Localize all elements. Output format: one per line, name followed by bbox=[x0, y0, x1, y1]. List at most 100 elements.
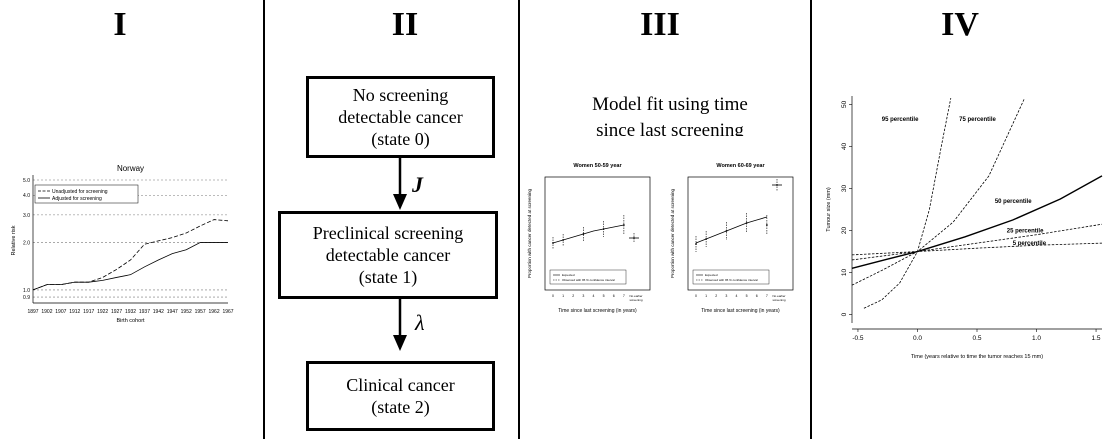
chart4-ytick: 40 bbox=[841, 142, 848, 150]
chart4-ytick: 30 bbox=[841, 184, 848, 192]
chart3-xlabel: Time since last screening (in years) bbox=[558, 308, 637, 314]
state0-line2: detectable cancer bbox=[338, 107, 463, 127]
chart1-ytick: 3.0 bbox=[23, 213, 30, 219]
chart3-xtick: 2 bbox=[715, 294, 717, 298]
chart3-xlabel: Time since last screening (in years) bbox=[701, 308, 780, 314]
chart3-observed-point bbox=[695, 243, 697, 245]
chart1-xtick: 1902 bbox=[41, 309, 52, 315]
rate-j-label: J bbox=[412, 172, 423, 197]
chart4-curve-label: 25 percentile bbox=[1007, 229, 1044, 235]
divider-3 bbox=[810, 0, 812, 439]
chart4-series-line bbox=[851, 242, 1103, 256]
chart1-xtick: 1917 bbox=[83, 309, 94, 315]
chart3-subplot-title: Women 60-69 year bbox=[716, 163, 765, 169]
chart4-ytick: 0 bbox=[841, 312, 848, 316]
chart3-xtick-extra: No earlier bbox=[772, 294, 785, 298]
chart1-xtick: 1967 bbox=[222, 309, 233, 315]
chart1-xtick: 1962 bbox=[209, 309, 220, 315]
panel3-heading-line1: Model fit using time bbox=[592, 94, 748, 115]
chart3-xtick: 4 bbox=[593, 294, 595, 298]
chart4-ylabel: Tumour size (mm) bbox=[826, 187, 832, 232]
chart3-xtick: 6 bbox=[613, 294, 615, 298]
chart3-ylabel: Proportion with cancer detected at scree… bbox=[670, 188, 675, 278]
chart4-xtick: 0.5 bbox=[972, 335, 981, 342]
chart4-ytick: 20 bbox=[841, 227, 848, 235]
chart1-legend-box bbox=[34, 184, 139, 204]
chart1-ytick: 0.9 bbox=[23, 295, 30, 301]
chart3-xtick: 0 bbox=[695, 294, 697, 298]
chart1-ytick: 5.0 bbox=[23, 178, 30, 184]
chart1-ytick: 1.0 bbox=[23, 288, 30, 294]
state2-box: Clinical cancer (state 2) bbox=[306, 361, 495, 431]
chart3-xtick: 0 bbox=[552, 294, 554, 298]
chart3-observed-point bbox=[602, 228, 605, 230]
chart1-xtick: 1922 bbox=[97, 309, 108, 315]
chart3-observed-point bbox=[725, 230, 728, 232]
chart1-xtick: 1947 bbox=[167, 309, 178, 315]
chart3-xtick-extra: No earlier bbox=[629, 294, 642, 298]
state2-line2: (state 2) bbox=[371, 397, 430, 417]
arrow-state0-to-1 bbox=[393, 158, 407, 210]
chart3-legend-label: Expected bbox=[562, 273, 575, 277]
chart4-series-line bbox=[863, 98, 952, 309]
chart3-xtick: 7 bbox=[623, 294, 625, 298]
chart1-xtick: 1952 bbox=[181, 309, 192, 315]
chart3-xtick: 1 bbox=[562, 294, 564, 298]
rate-lambda-label: λ bbox=[415, 310, 425, 335]
chart3-subplot-title: Women 50-59 year bbox=[573, 163, 622, 169]
chart1-legend-label: Unadjusted for screening bbox=[52, 189, 108, 195]
chart4-xtick: 0.0 bbox=[913, 335, 922, 342]
chart3-xtick: 5 bbox=[603, 294, 605, 298]
chart1-ytick: 2.0 bbox=[23, 241, 30, 247]
state1-line1: Preclinical screening bbox=[312, 223, 464, 243]
chart3-xtick: 2 bbox=[572, 294, 574, 298]
chart1-xtick: 1907 bbox=[55, 309, 66, 315]
chart3-expected-line bbox=[552, 224, 624, 244]
chart4-curve-label: 5 percentile bbox=[1013, 241, 1047, 247]
chart3-observed-point bbox=[705, 238, 708, 240]
chart1-xtick: 1912 bbox=[69, 309, 80, 315]
state1-line2: detectable cancer bbox=[325, 245, 451, 265]
chart4-series-line bbox=[851, 223, 1103, 261]
panel-title-2: II bbox=[391, 6, 419, 43]
chart1-xtick: 1942 bbox=[153, 309, 164, 315]
chart3-xtick: 5 bbox=[746, 294, 748, 298]
chart1-ylabel: Relative risk bbox=[11, 225, 17, 255]
chart3-legend-box bbox=[692, 269, 770, 285]
chart4-xlabel: Time (years relative to time the tumor r… bbox=[911, 354, 1043, 360]
chart4-curve-label: 95 percentile bbox=[882, 117, 919, 123]
chart4-xtick: 1.5 bbox=[1092, 335, 1101, 342]
chart3-observed-point bbox=[562, 239, 565, 241]
state0-box: No screening detectable cancer (state 0) bbox=[306, 76, 495, 158]
tumour-growth-chart: 0 10 20 30 40 50 -0.5 0.0 0.5 1.0 1.5 Time (years r… bbox=[826, 96, 1103, 360]
state0-line3: (state 0) bbox=[371, 129, 430, 149]
chart4-curve-label: 50 percentile bbox=[995, 199, 1032, 205]
chart3-xtick-extra: screening bbox=[629, 298, 642, 302]
chart1-xtick: 1937 bbox=[139, 309, 150, 315]
chart3-observed-point bbox=[745, 222, 748, 224]
chart1-xtick: 1932 bbox=[125, 309, 136, 315]
chart1-series-line bbox=[32, 219, 229, 291]
chart3-xtick: 4 bbox=[736, 294, 738, 298]
divider-2 bbox=[518, 0, 520, 439]
panel-title-1: I bbox=[113, 6, 127, 43]
chart4-ytick: 10 bbox=[841, 269, 848, 277]
chart3-xtick: 3 bbox=[725, 294, 727, 298]
chart3-xtick: 1 bbox=[705, 294, 707, 298]
chart1-xtick: 1927 bbox=[111, 309, 122, 315]
chart4-ytick: 50 bbox=[841, 100, 848, 108]
state0-line1: No screening bbox=[352, 85, 449, 105]
chart3-legend-box bbox=[549, 269, 627, 285]
chart1-series-line bbox=[32, 242, 228, 291]
chart3-frame bbox=[687, 176, 794, 291]
state1-line3: (state 1) bbox=[358, 267, 418, 287]
chart4-xtick: -0.5 bbox=[852, 335, 864, 342]
panel3-heading: Model fit using time since last screenin… bbox=[560, 92, 780, 136]
divider-1 bbox=[263, 0, 265, 439]
chart1-legend-label: Adjusted for screening bbox=[52, 196, 102, 202]
chart1-xlabel: Birth cohort bbox=[116, 318, 145, 324]
chart3-legend-label: Expected bbox=[705, 273, 718, 277]
chart3-expected-line bbox=[695, 216, 767, 244]
chart4-series-line bbox=[851, 175, 1103, 270]
